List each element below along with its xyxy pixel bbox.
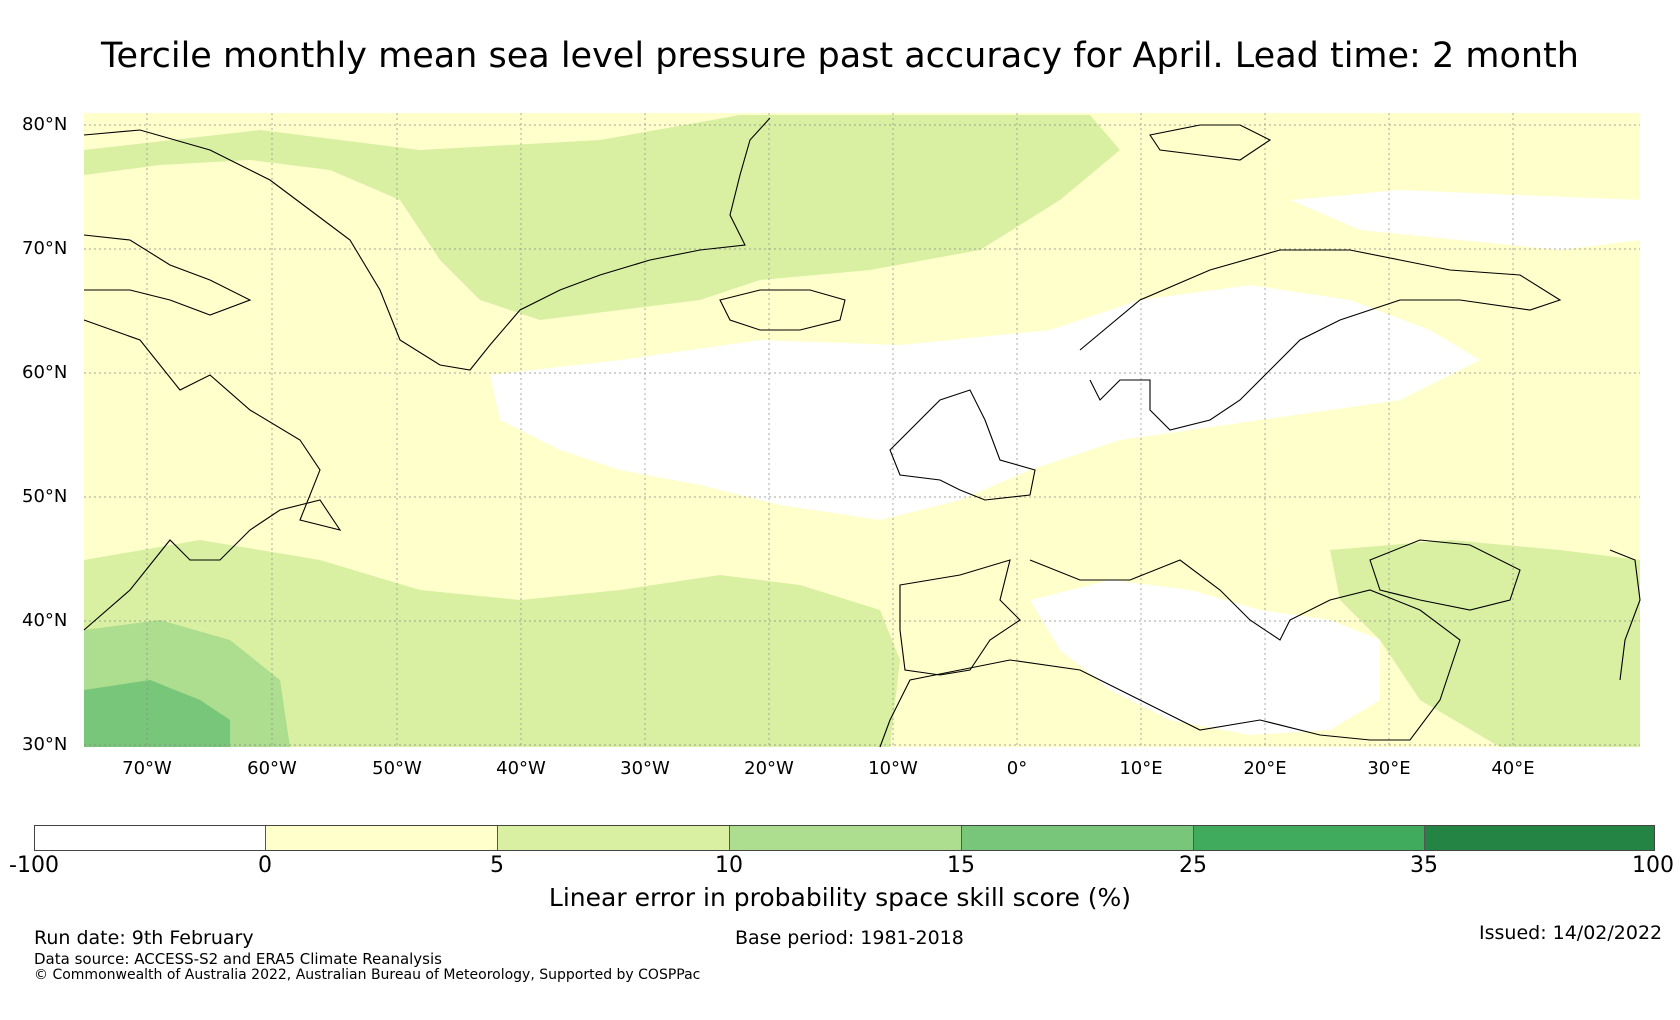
chart-title: Tercile monthly mean sea level pressure … xyxy=(101,36,1579,76)
base-period: Base period: 1981-2018 xyxy=(735,927,964,949)
lon-label-10w: 10°W xyxy=(868,758,918,779)
colorbar-segment-0-5 xyxy=(266,826,498,850)
colorbar xyxy=(34,825,1655,851)
colorbar-label: Linear error in probability space skill … xyxy=(548,883,1132,912)
lat-label-70n: 70°N xyxy=(22,238,68,259)
colorbar-tick: 10 xyxy=(715,853,743,878)
lon-label-20w: 20°W xyxy=(744,758,794,779)
graticule xyxy=(84,113,1640,747)
coastline-caspian xyxy=(1609,549,1641,681)
colorbar-tick: 5 xyxy=(490,853,504,878)
run-date: Run date: 9th February xyxy=(34,927,254,949)
colorbar-segment-neg100-0 xyxy=(35,826,266,850)
lon-label-10e: 10°E xyxy=(1119,758,1163,779)
data-source: Data source: ACCESS-S2 and ERA5 Climate … xyxy=(34,950,442,968)
lat-label-40n: 40°N xyxy=(22,610,68,631)
coastlines xyxy=(83,117,1641,748)
lon-label-30w: 30°W xyxy=(620,758,670,779)
lon-label-20e: 20°E xyxy=(1243,758,1287,779)
skill-region-negative-atlantic xyxy=(490,285,1480,520)
coastline-svalbard xyxy=(1149,124,1272,161)
colorbar-tick: 25 xyxy=(1179,853,1207,878)
lat-label-80n: 80°N xyxy=(22,114,68,135)
lon-label-0: 0° xyxy=(1006,758,1028,779)
lat-label-60n: 60°N xyxy=(22,362,68,383)
lon-label-30e: 30°E xyxy=(1367,758,1411,779)
lon-label-50w: 50°W xyxy=(372,758,422,779)
coastline-canada xyxy=(83,319,342,631)
lon-label-70w: 70°W xyxy=(122,758,172,779)
lon-label-40w: 40°W xyxy=(496,758,546,779)
colorbar-tick: 35 xyxy=(1410,853,1438,878)
skill-region-5-10-south xyxy=(84,540,900,747)
coastline-iceland xyxy=(719,289,846,331)
colorbar-tick: 15 xyxy=(947,853,975,878)
colorbar-segment-10-15 xyxy=(730,826,962,850)
lon-label-60w: 60°W xyxy=(247,758,297,779)
skill-region-negative-ne xyxy=(1290,190,1640,250)
colorbar-tick: 100 xyxy=(1632,853,1674,878)
issued-date: Issued: 14/02/2022 xyxy=(1479,922,1663,944)
skill-region-15-25 xyxy=(84,680,230,747)
colorbar-tick: 0 xyxy=(258,853,272,878)
copyright: © Commonwealth of Australia 2022, Austra… xyxy=(34,967,701,983)
lat-label-50n: 50°N xyxy=(22,486,68,507)
colorbar-segment-5-10 xyxy=(498,826,730,850)
skill-region-5-10-north xyxy=(84,115,1120,320)
coastline-black-sea xyxy=(1369,539,1521,611)
coastline-british-isles xyxy=(889,389,1036,501)
lon-label-40e: 40°E xyxy=(1491,758,1535,779)
coastline-greenland xyxy=(83,117,771,371)
colorbar-tick: -100 xyxy=(9,853,59,878)
coastline-baffin xyxy=(83,234,252,316)
skill-region-5-10-east xyxy=(1330,540,1640,747)
colorbar-segment-35-100 xyxy=(1425,826,1654,850)
coastline-europe-med xyxy=(879,559,1461,748)
coastline-iberia xyxy=(899,559,1021,676)
coastline-scandinavia xyxy=(1079,249,1562,431)
colorbar-segment-15-25 xyxy=(962,826,1194,850)
colorbar-segment-25-35 xyxy=(1194,826,1425,850)
lat-label-30n: 30°N xyxy=(22,734,68,755)
map-panel xyxy=(83,113,1641,748)
